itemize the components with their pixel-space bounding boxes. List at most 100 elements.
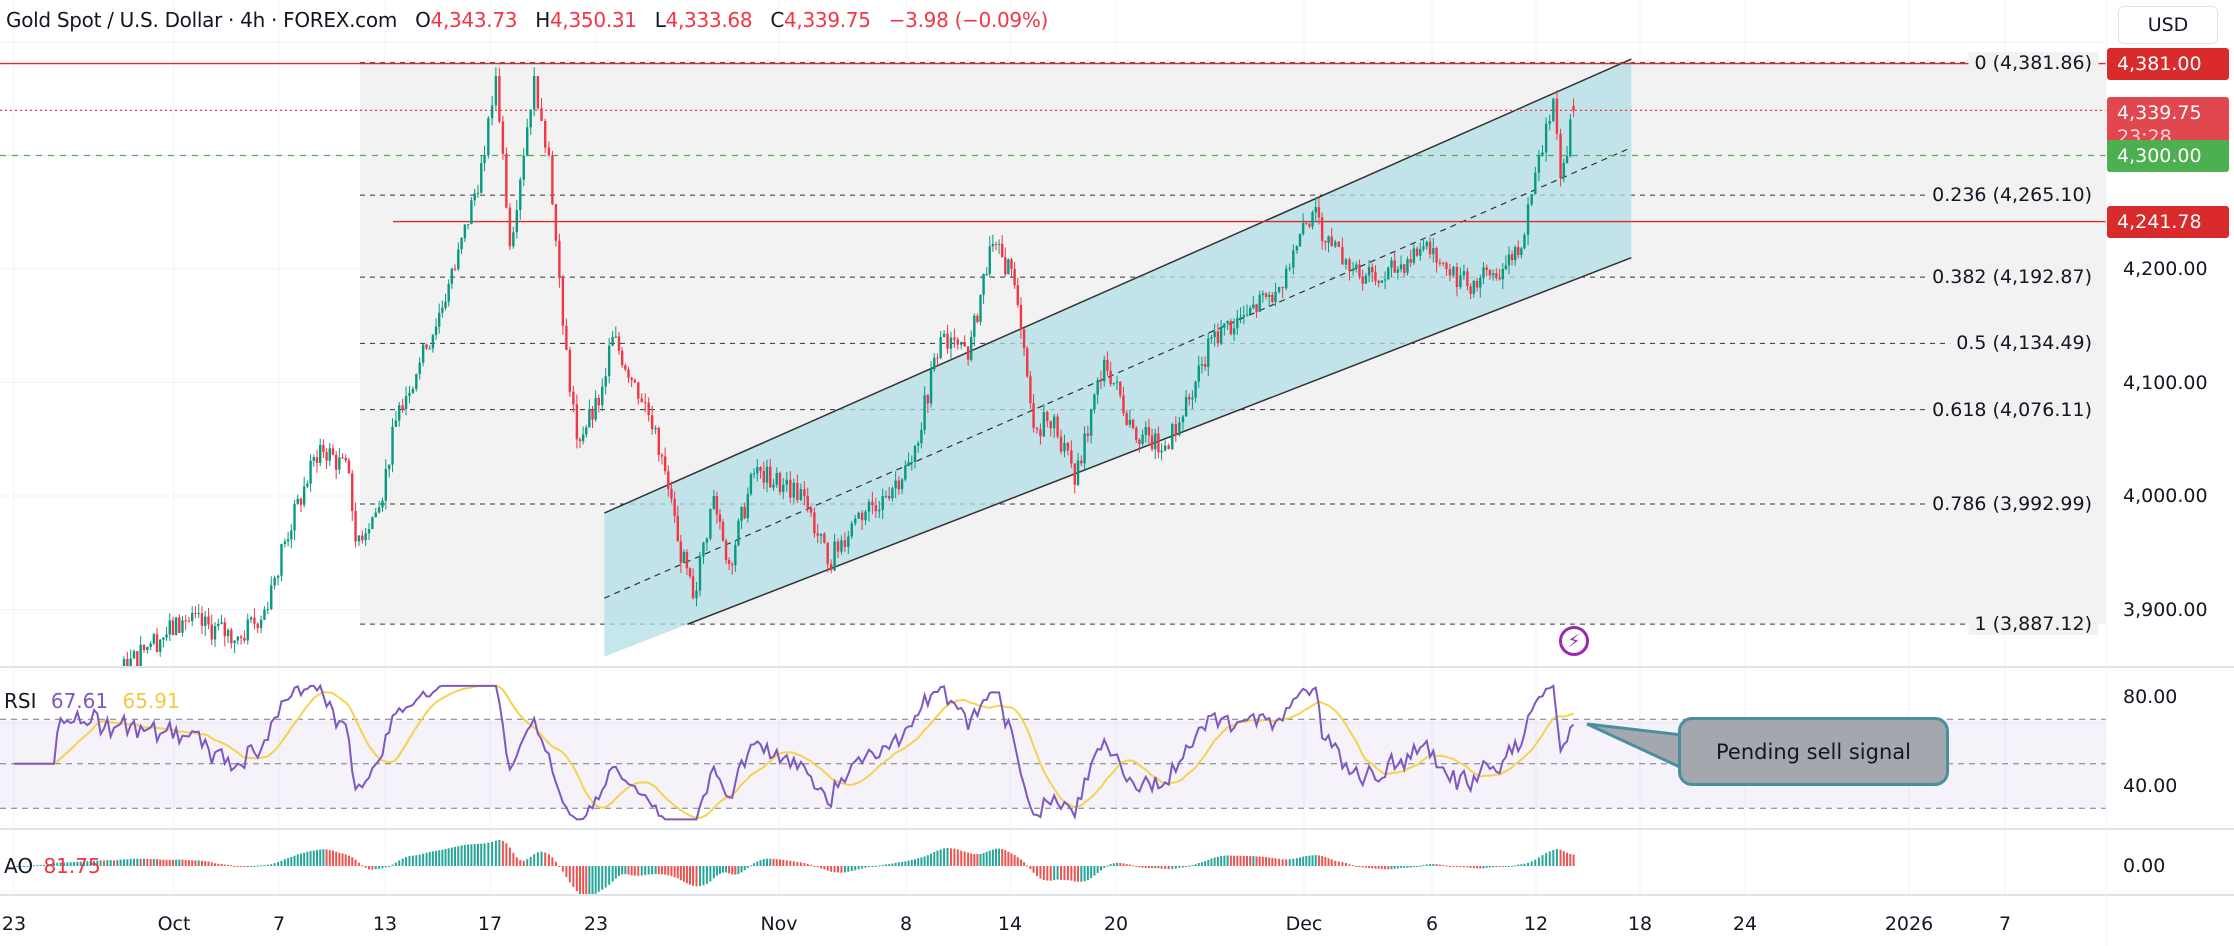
lightning-icon[interactable]: ⚡ bbox=[1559, 626, 1589, 656]
candle bbox=[1288, 263, 1291, 272]
ao-bar bbox=[785, 860, 788, 866]
ao-bar bbox=[384, 866, 387, 868]
candle-body bbox=[171, 620, 175, 635]
candle-body bbox=[705, 538, 709, 543]
candle-body bbox=[630, 377, 633, 381]
ao-bar bbox=[1004, 850, 1007, 866]
candle-body bbox=[588, 409, 591, 428]
candle bbox=[702, 541, 705, 565]
ao-bar bbox=[1032, 866, 1035, 873]
rsi-axis-label: 80.00 bbox=[2123, 686, 2178, 708]
candle bbox=[483, 145, 486, 172]
candle-body bbox=[1305, 223, 1308, 225]
ao-bar bbox=[725, 866, 728, 873]
candle-body bbox=[1351, 269, 1355, 271]
candle-body bbox=[1093, 394, 1096, 410]
ao-bar bbox=[338, 852, 341, 866]
candle bbox=[1374, 265, 1377, 286]
candle bbox=[1080, 455, 1083, 467]
ao-bar bbox=[422, 853, 425, 866]
candle-body bbox=[1311, 212, 1314, 227]
ao-bar bbox=[913, 859, 916, 866]
ao-legend[interactable]: AO 81.75 bbox=[4, 854, 101, 878]
candle-body bbox=[956, 339, 960, 345]
candle bbox=[698, 551, 702, 597]
ao-bar bbox=[1013, 855, 1016, 866]
ao-bar bbox=[572, 866, 575, 887]
candle-body bbox=[670, 488, 673, 499]
candle bbox=[1010, 257, 1013, 277]
callout-pending-sell[interactable]: Pending sell signal bbox=[1678, 717, 1949, 786]
time-axis-label: 13 bbox=[372, 913, 398, 935]
candle-body bbox=[854, 518, 857, 524]
candle-body bbox=[1374, 272, 1377, 281]
callout-text: Pending sell signal bbox=[1716, 739, 1911, 764]
candle-body bbox=[554, 204, 558, 241]
ao-bar bbox=[897, 862, 900, 866]
ao-bar bbox=[129, 858, 132, 866]
candle bbox=[727, 557, 731, 571]
candle bbox=[803, 481, 806, 506]
candle bbox=[1495, 268, 1498, 281]
candle-body bbox=[266, 609, 270, 611]
ao-bar bbox=[1452, 866, 1455, 867]
candle-body bbox=[1178, 422, 1181, 436]
ao-bar bbox=[1361, 866, 1364, 868]
ao-bar bbox=[611, 866, 614, 882]
candle bbox=[210, 614, 213, 646]
candle-body bbox=[743, 506, 746, 519]
candle-body bbox=[1258, 295, 1261, 312]
rsi-legend[interactable]: RSI 67.61 65.91 bbox=[4, 689, 180, 713]
ao-bar bbox=[512, 852, 515, 866]
candle-body bbox=[450, 268, 454, 284]
candle bbox=[1324, 240, 1327, 251]
candle-body bbox=[1138, 439, 1141, 444]
ao-bar bbox=[49, 863, 52, 866]
ao-bar bbox=[96, 860, 99, 866]
candle bbox=[749, 472, 753, 496]
ao-bar bbox=[1545, 853, 1548, 866]
candle-body bbox=[1016, 285, 1019, 305]
candle-body bbox=[1337, 241, 1341, 247]
candle bbox=[1032, 394, 1035, 433]
candle bbox=[331, 444, 335, 456]
candle bbox=[816, 523, 819, 544]
ao-bar bbox=[551, 857, 554, 866]
ao-bar bbox=[1530, 861, 1533, 866]
candle bbox=[1367, 259, 1371, 283]
ao-bar bbox=[438, 850, 441, 866]
candle bbox=[575, 394, 579, 449]
candle-body bbox=[772, 484, 775, 488]
ao-bar bbox=[347, 855, 350, 866]
candle-body bbox=[685, 552, 689, 569]
candle bbox=[1348, 257, 1351, 281]
ao-bar bbox=[56, 862, 59, 866]
ao-bar bbox=[398, 860, 401, 866]
candle bbox=[1239, 307, 1242, 324]
ao-bar bbox=[1348, 864, 1351, 866]
rsi-value: 67.61 bbox=[50, 689, 109, 713]
ao-bar bbox=[682, 866, 685, 882]
candle bbox=[756, 459, 759, 482]
candle bbox=[302, 476, 306, 508]
ao-bar bbox=[1380, 866, 1383, 869]
candle-body bbox=[136, 651, 139, 667]
symbol-legend[interactable]: Gold Spot / U.S. Dollar · 4h · FOREX.com… bbox=[6, 8, 1048, 32]
ao-bar bbox=[1566, 852, 1569, 866]
candle-body bbox=[155, 634, 159, 652]
candle-body bbox=[1070, 450, 1073, 464]
ao-bar bbox=[322, 849, 325, 866]
candle bbox=[381, 497, 384, 512]
candle-body bbox=[1103, 359, 1106, 382]
candle bbox=[1311, 210, 1314, 230]
candle bbox=[663, 447, 667, 475]
candle bbox=[904, 460, 907, 482]
high-label: H bbox=[535, 8, 550, 32]
candle-body bbox=[354, 511, 357, 542]
currency-button[interactable]: USD bbox=[2118, 6, 2218, 44]
ao-bar bbox=[816, 866, 819, 868]
ao-bar bbox=[1141, 866, 1144, 868]
ao-bar bbox=[1109, 864, 1112, 866]
candle bbox=[953, 328, 956, 348]
